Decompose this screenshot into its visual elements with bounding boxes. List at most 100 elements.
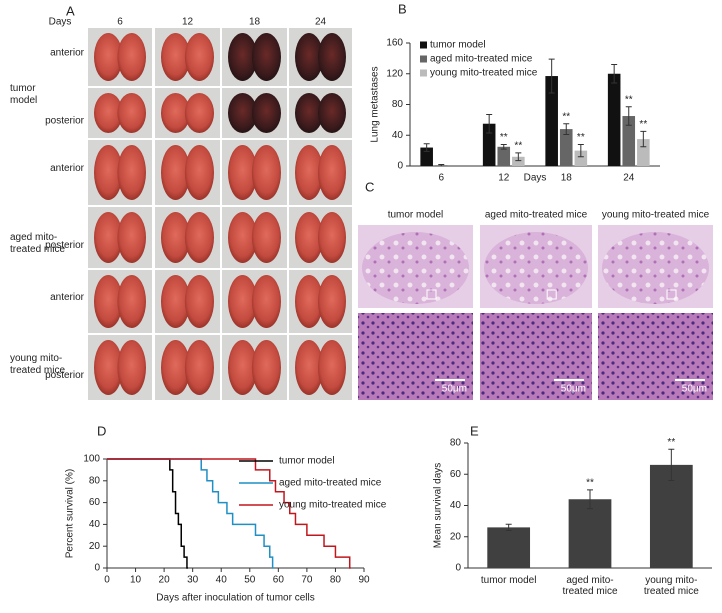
y-tick-label: 40 [89,519,101,530]
lung-lobe [317,33,346,81]
lung-lobe [251,275,281,328]
group-name: aged mito-treated mice [10,232,65,255]
error-bar [577,143,584,158]
significance: ** [586,478,594,489]
lung-lobe [117,340,146,395]
lung-lobe [94,275,123,328]
error-bar [500,143,507,150]
x-tick-label: 24 [623,173,635,184]
significance: ** [500,132,508,143]
x-tick-label: aged mito-treated mice [562,575,617,597]
day-label: 24 [315,17,327,28]
bar [512,156,525,166]
lung-lobe [161,212,191,263]
lung-lobe [117,275,146,328]
lung-lobe [117,145,146,200]
y-tick-label: 80 [392,99,404,110]
x-tick-label: 6 [438,173,444,184]
x-tick-label-line: treated mice [562,586,617,597]
legend-label: aged mito-treated mice [279,478,382,489]
panel-title: tumor model [388,210,444,221]
error-bar [486,113,493,134]
lung-lobe [161,33,191,81]
legend-swatch [420,55,427,63]
view-label: anterior [50,48,85,59]
view-label: posterior [45,116,85,127]
lung-lobe [117,212,146,263]
y-tick-label: 60 [450,469,462,480]
histology-high [598,313,713,400]
y-tick-label: 0 [397,161,403,172]
lung-lobe [295,275,324,328]
y-tick-label: 120 [386,68,403,79]
lung-lobe [251,93,281,133]
y-tick-label: 60 [89,497,101,508]
legend-label: young mito-treated mice [279,500,387,511]
x-tick-label: 30 [187,575,199,586]
x-tick-label-line: treated mice [644,586,699,597]
day-label: 18 [249,17,261,28]
error-bar [548,58,555,94]
error-bar [640,130,647,148]
bar [568,499,612,568]
panel-title: young mito-treated mice [602,210,710,221]
lung-lobe [228,275,258,328]
lung-lobe [161,275,191,328]
x-tick-label: tumor model [481,575,537,586]
group-name-line: young mito- [10,353,62,364]
lung-lobe [94,93,123,133]
bar [637,139,650,166]
error-bar [563,123,570,135]
significance: ** [625,94,633,105]
legend-swatch [420,41,427,49]
group-name-line: treated mice [10,244,65,255]
panel-title: aged mito-treated mice [485,210,588,221]
view-label: posterior [45,240,85,251]
view-label: anterior [50,292,85,303]
lung-lobe [317,212,346,263]
lung-lobe [161,145,191,200]
survival-line [107,458,351,569]
x-tick-label: 50 [244,575,256,586]
lung-lobe [94,212,123,263]
bar [545,76,558,166]
lung-lobe [161,93,191,133]
x-tick-label: young mito-treated mice [644,575,699,597]
bar [559,129,573,166]
lung-lobe [317,93,346,133]
lung-lobe [251,340,281,395]
bar [574,150,588,166]
y-axis-title: Percent survival (%) [65,469,76,558]
lung-lobe [317,275,346,328]
group-name-line: treated mice [10,365,65,376]
panel-label: E [470,423,479,438]
lung-lobe [228,33,258,81]
zoom-box [666,289,677,300]
lung-lobe [295,212,324,263]
y-axis-title: Lung metastases [370,66,381,142]
group-name-line: aged mito- [10,232,57,243]
lung-lobe [184,33,214,81]
lung-lobe [251,212,281,263]
x-tick-label: 90 [358,575,370,586]
lung-lobe [295,340,324,395]
x-tick-label: 0 [104,575,110,586]
survival-line [107,458,274,569]
bar [607,73,621,166]
days-label: Days [49,17,72,28]
lung-lobe [317,340,346,395]
group-name: tumor model [10,83,37,106]
x-tick-label: 10 [130,575,142,586]
y-tick-label: 80 [450,438,462,449]
lung-lobe [94,340,123,395]
view-label: anterior [50,163,85,174]
lung-lobe [94,145,123,200]
tissue [602,232,709,304]
lung-lobe [94,33,123,81]
legend-label: young mito-treated mice [430,68,538,79]
significance: ** [639,119,647,130]
scale-label: 50μm [682,384,707,395]
error-bar [625,106,632,126]
